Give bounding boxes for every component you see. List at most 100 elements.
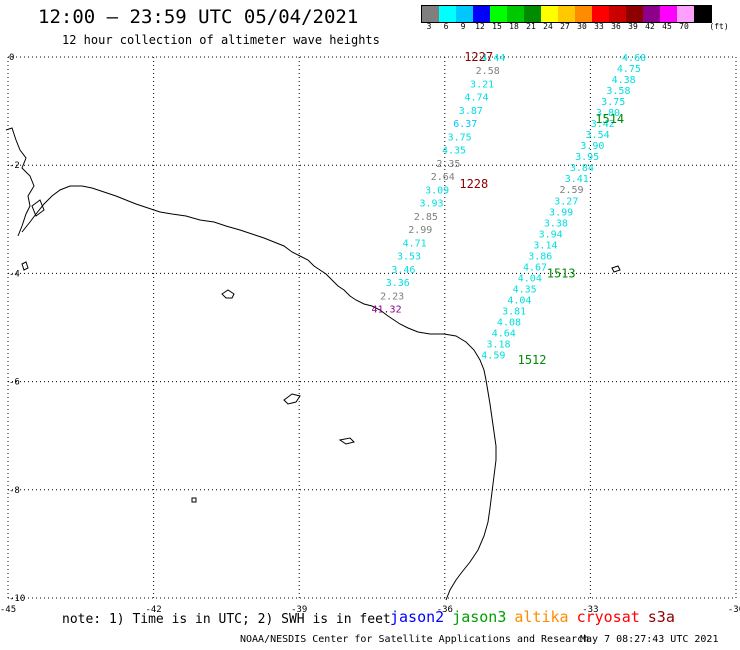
legend-unit: (ft) — [709, 22, 729, 31]
wave-height-value: 3.14 — [533, 240, 557, 251]
x-tick-label: -30 — [728, 605, 740, 615]
satellite-s3a: s3a — [647, 608, 675, 626]
y-tick-label: -10 — [9, 594, 25, 604]
grid-lines — [7, 56, 737, 599]
wave-height-value: 3.93 — [419, 199, 443, 210]
wave-height-value: 3.41 — [565, 174, 589, 185]
wave-height-value: 2.85 — [414, 212, 438, 223]
legend-label: 21 — [526, 22, 536, 31]
pass-time-label: 1513 — [547, 266, 576, 280]
x-tick-label: -33 — [582, 605, 598, 615]
wave-height-value: 3.80 — [596, 108, 620, 119]
satellite-cryosat: cryosat — [576, 608, 640, 626]
wave-height-value: 4.08 — [497, 317, 521, 328]
legend-swatch — [422, 6, 439, 22]
coastline — [5, 127, 621, 601]
wave-height-value: 3.53 — [397, 252, 421, 263]
y-tick-label: 0 — [9, 53, 14, 63]
legend-swatch — [456, 6, 473, 22]
legend-swatch — [677, 6, 694, 22]
legend-swatch — [439, 6, 456, 22]
wave-height-value: 3.36 — [386, 278, 410, 289]
legend-swatch — [609, 6, 626, 22]
coastline-north — [5, 127, 35, 237]
wave-height-value: 3.42 — [591, 119, 615, 130]
wave-height-value: 4.04 — [507, 295, 531, 306]
island-east — [221, 289, 235, 299]
wave-height-value: 4.64 — [492, 329, 516, 340]
footer: NOAA/NESDIS Center for Satellite Applica… — [240, 634, 718, 645]
wave-height-value: 3.90 — [580, 141, 604, 152]
island-west — [21, 261, 29, 271]
legend-label: 36 — [611, 22, 621, 31]
legend-swatch — [507, 6, 524, 22]
satellite-jason3: jason3 — [452, 608, 507, 626]
map-subtitle: 12 hour collection of altimeter wave hei… — [62, 33, 380, 47]
wave-height-value: 2.35 — [436, 159, 460, 170]
satellite-altika: altika — [514, 608, 569, 626]
pass-time-label: 1228 — [459, 177, 488, 191]
legend-swatch — [660, 6, 677, 22]
wave-height-value: 3.38 — [544, 218, 568, 229]
island-far-east — [611, 265, 621, 273]
legend-label: 24 — [543, 22, 553, 31]
island-south-2 — [338, 437, 355, 445]
wave-height-value: 4.44 — [481, 53, 505, 64]
wave-height-value: 3.87 — [459, 106, 483, 117]
axis-ticks: -45 -42 -39 -36 -33 -30 0 -2 -4 -6 -8 -10 — [0, 53, 740, 615]
legend-label: 33 — [594, 22, 604, 31]
coastline-brazil — [21, 185, 497, 601]
wave-height-value: 3.18 — [486, 340, 510, 351]
wave-height-value: 4.60 — [622, 53, 646, 64]
legend-label: 9 — [460, 22, 466, 31]
pass-time-label: 1514 — [595, 112, 624, 126]
wave-height-value: 3.84 — [570, 163, 594, 174]
island-south — [283, 393, 301, 405]
legend-label: 15 — [492, 22, 502, 31]
wave-height-value: 2.59 — [559, 185, 583, 196]
footer-credit: NOAA/NESDIS Center for Satellite Applica… — [240, 634, 590, 645]
wave-height-value: 4.35 — [513, 284, 537, 295]
island-small — [191, 497, 197, 503]
y-tick-label: -8 — [9, 486, 20, 496]
map-title: 12:00 – 23:59 UTC 05/04/2021 — [38, 6, 359, 28]
lake-north — [31, 199, 45, 217]
legend-label: 30 — [577, 22, 587, 31]
wave-height-value: 3.99 — [549, 207, 573, 218]
wave-height-value: 3.09 — [425, 185, 449, 196]
right-track: 4.604.754.383.583.753.803.423.543.903.95… — [481, 53, 646, 367]
legend-swatch — [558, 6, 575, 22]
wave-height-value: 2.23 — [380, 291, 404, 302]
wave-height-value: 3.75 — [601, 97, 625, 108]
wave-height-value: 41.32 — [372, 305, 402, 316]
wave-height-value: 2.99 — [408, 225, 432, 236]
wave-height-value: 3.58 — [606, 86, 630, 97]
legend-label: 18 — [509, 22, 519, 31]
legend-swatch — [575, 6, 592, 22]
wave-height-value: 4.04 — [518, 273, 542, 284]
color-legend — [421, 5, 712, 23]
wave-height-value: 6.37 — [453, 119, 477, 130]
altimeter-tracks: 4.44 2.58 3.21 4.74 3.87 6.37 3.75 4.35 2.35 2.64… — [372, 50, 647, 367]
legend-label: 45 — [662, 22, 672, 31]
legend-label: 70 — [679, 22, 689, 31]
legend-swatch — [694, 6, 711, 22]
footer-timestamp: May 7 08:27:43 UTC 2021 — [580, 634, 719, 645]
legend-swatch — [592, 6, 609, 22]
legend-swatch — [490, 6, 507, 22]
satellite-jason2: jason2 — [390, 608, 445, 626]
legend-swatch — [643, 6, 660, 22]
legend-label: 39 — [628, 22, 638, 31]
legend-label: 42 — [645, 22, 655, 31]
wave-height-value: 3.94 — [539, 229, 563, 240]
wave-height-value: 3.95 — [575, 152, 599, 163]
wave-height-value: 4.38 — [612, 75, 636, 86]
legend-swatch — [626, 6, 643, 22]
wave-height-value: 4.74 — [464, 93, 488, 104]
legend-label: 3 — [426, 22, 432, 31]
wave-height-value: 3.86 — [528, 251, 552, 262]
footnote: note: 1) Time is in UTC; 2) SWH is in fe… — [62, 612, 391, 627]
wave-height-value: 3.27 — [554, 196, 578, 207]
wave-height-value: 4.67 — [523, 262, 547, 273]
x-tick-label: -45 — [0, 605, 16, 615]
